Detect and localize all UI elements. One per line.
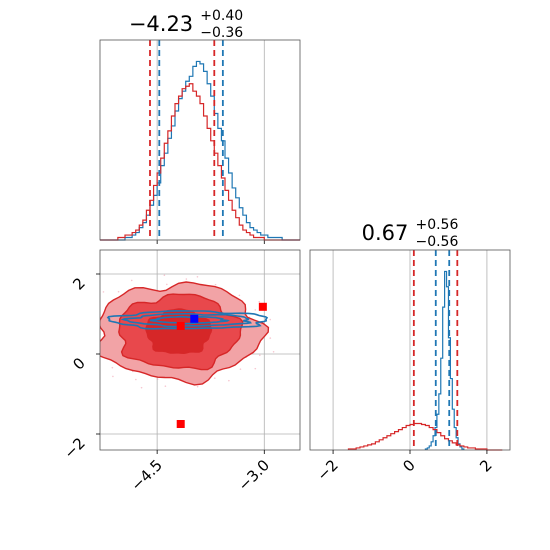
scatter-point: [112, 375, 114, 378]
title-bottom-right: 0.67 +0.56: [362, 217, 459, 245]
scatter-point: [140, 386, 143, 389]
tick-label: −4.5: [127, 456, 165, 494]
contour-level-blue: [106, 310, 269, 330]
quantile-lines-top-left: [149, 40, 224, 240]
title-top-left: −4.23 +0.40: [129, 8, 243, 36]
scatter-point: [111, 366, 114, 369]
histogram-series: [100, 60, 300, 241]
scatter-point: [269, 337, 272, 339]
scatter-point: [84, 322, 86, 324]
scatter-point: [185, 278, 188, 280]
panel-bottom-left: −4.5 −3.0 −2 0 2: [60, 249, 301, 495]
tick-label: −3.0: [235, 456, 273, 494]
scatter-point: [163, 274, 166, 277]
contour-level-blue: [120, 313, 252, 328]
histogram-series: [100, 83, 300, 241]
tick-label: −2: [314, 456, 342, 484]
tick-label: 2: [476, 456, 495, 475]
scatter-point: [92, 334, 94, 336]
contours-bottom-left: [82, 274, 275, 389]
scatter-point: [254, 309, 257, 311]
scatter-point: [97, 351, 99, 353]
scatter-point: [254, 367, 257, 370]
scatter-point: [272, 350, 275, 353]
scatter-point: [164, 385, 167, 387]
axes-frame-top-left: [99, 39, 301, 241]
scatter-point: [135, 378, 137, 381]
scatter-point: [269, 318, 272, 321]
scatter-point: [258, 300, 261, 303]
tick-label: 2: [69, 274, 88, 293]
scatter-point: [214, 283, 217, 286]
marker-square: [190, 314, 199, 323]
panel-bottom-right: −2 0 2 0.67 +0.56 −0.56: [309, 217, 511, 484]
contour-level-blue: [149, 315, 230, 325]
tick-label: 0: [399, 456, 418, 475]
scatter-point: [102, 291, 105, 293]
scatter-point: [82, 341, 84, 343]
grid-bottom-right: [332, 250, 488, 450]
tick-label: 0: [69, 354, 88, 373]
ticks-bottom-right: −2 0 2: [314, 450, 496, 484]
scatter-point: [130, 279, 133, 282]
panel-top-left: −4.23 +0.40 −0.36: [99, 8, 301, 244]
scatter-point: [196, 385, 199, 388]
histogram-series: [424, 270, 465, 450]
scatter-point: [196, 275, 199, 278]
axes-frame-bottom-left: [99, 249, 301, 451]
marker-square: [258, 302, 267, 311]
scatter-point: [228, 379, 230, 382]
scatter-point: [97, 305, 99, 307]
scatter-point: [213, 377, 216, 379]
scatter-point: [92, 360, 94, 362]
scatter-point: [238, 294, 241, 297]
grid-top-left: [156, 40, 265, 244]
title-sub-top-left: −0.36: [200, 25, 243, 41]
histograms-top-left: [100, 60, 300, 241]
scatter-point: [156, 378, 159, 380]
scatter-point: [259, 354, 261, 357]
tick-label: −2: [60, 434, 88, 462]
scatter-point: [166, 283, 168, 286]
histogram-series: [347, 422, 503, 451]
title-sub-bottom-right: −0.56: [415, 234, 458, 250]
histograms-bottom-right: [347, 270, 503, 451]
marker-square: [176, 420, 185, 428]
scatter-point: [117, 290, 120, 293]
scatter-point: [239, 368, 242, 370]
marker-square: [176, 322, 185, 330]
quantile-lines-bottom-right: [412, 250, 459, 450]
markers-bottom-left: [176, 302, 267, 428]
